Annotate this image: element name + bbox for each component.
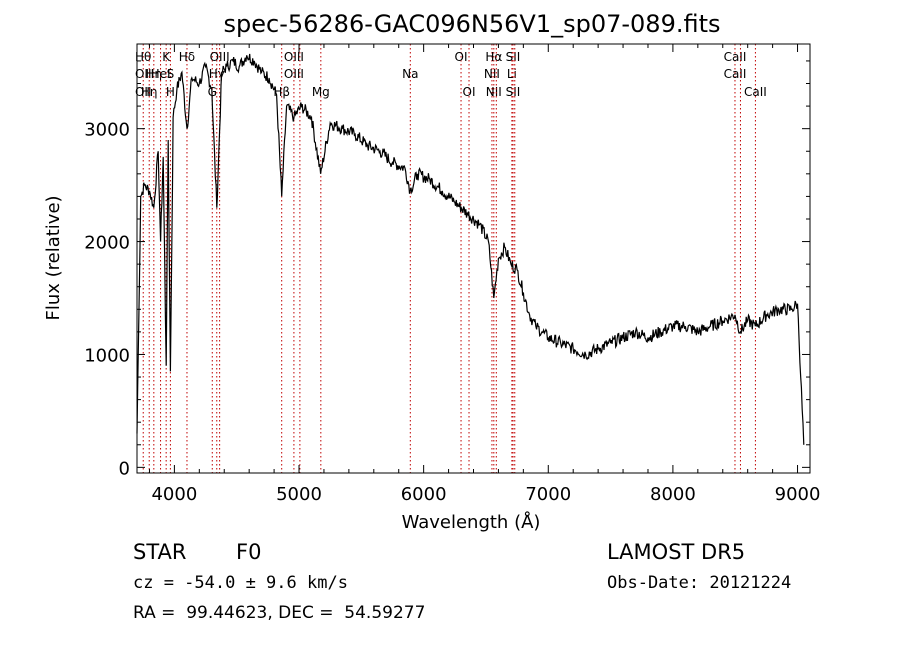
spectrum-line	[136, 53, 805, 445]
spectral-line-markers: HθOIIOIIHηHηHeIKSHHδGHγOIIIHβOIIIOIIIMgN…	[135, 44, 767, 473]
line-label: S	[167, 67, 175, 81]
line-label: SII	[506, 50, 521, 64]
observation-date: Obs-Date: 20121224	[607, 573, 792, 593]
line-label: OII	[135, 67, 152, 81]
line-label: NII	[486, 85, 502, 99]
line-label: OII	[135, 85, 152, 99]
line-label: K	[162, 50, 171, 64]
x-tick-label: 6000	[401, 484, 447, 505]
plot-frame	[136, 43, 811, 474]
x-tick-label: 8000	[650, 484, 696, 505]
x-tick-label: 9000	[775, 484, 821, 505]
y-axis-label: Flux (relative)	[43, 195, 64, 320]
y-tick-label: 1000	[84, 345, 130, 366]
y-tick-label: 3000	[84, 120, 130, 141]
line-label: Hα	[485, 50, 502, 64]
object-subclass: F0	[236, 540, 262, 564]
line-label: Na	[402, 67, 418, 81]
coordinates: RA = 99.44623, DEC = 54.59277	[133, 603, 426, 623]
x-tick-label: 4000	[151, 484, 197, 505]
y-tick-label: 0	[119, 458, 130, 479]
line-label: OIII	[210, 50, 230, 64]
line-label: CaII	[724, 50, 747, 64]
line-label: OI	[463, 85, 476, 99]
x-tick-label: 7000	[525, 484, 571, 505]
line-label: NII	[484, 67, 500, 81]
line-label: CaII	[744, 85, 767, 99]
line-label: SII	[506, 85, 521, 99]
line-label: Hη	[141, 85, 158, 99]
object-class: STAR	[133, 540, 187, 564]
line-label: H	[166, 85, 175, 99]
y-tick-label: 2000	[84, 233, 130, 254]
line-label: OIII	[284, 67, 304, 81]
radial-velocity: cz = -54.0 ± 9.6 km/s	[133, 573, 348, 593]
x-axis-label: Wavelength (Å)	[402, 511, 541, 533]
x-axis-ticks: 4000 5000 6000 7000 8000 9000	[148, 44, 821, 505]
line-label: Li	[507, 67, 517, 81]
line-label: HeI	[151, 67, 171, 81]
line-label: Hδ	[179, 50, 195, 64]
y-axis-ticks: 0 1000 2000 3000	[84, 60, 810, 479]
line-label: OIII	[284, 50, 304, 64]
survey-name: LAMOST DR5	[607, 540, 746, 564]
line-label: CaII	[724, 67, 747, 81]
line-label: OI	[455, 50, 468, 64]
x-tick-label: 5000	[276, 484, 322, 505]
line-label: Hβ	[273, 85, 290, 99]
line-label: Hη	[146, 67, 163, 81]
chart-title: spec-56286-GAC096N56V1_sp07-089.fits	[224, 10, 721, 38]
line-label: Hγ	[209, 67, 225, 81]
line-label: Mg	[312, 85, 330, 99]
